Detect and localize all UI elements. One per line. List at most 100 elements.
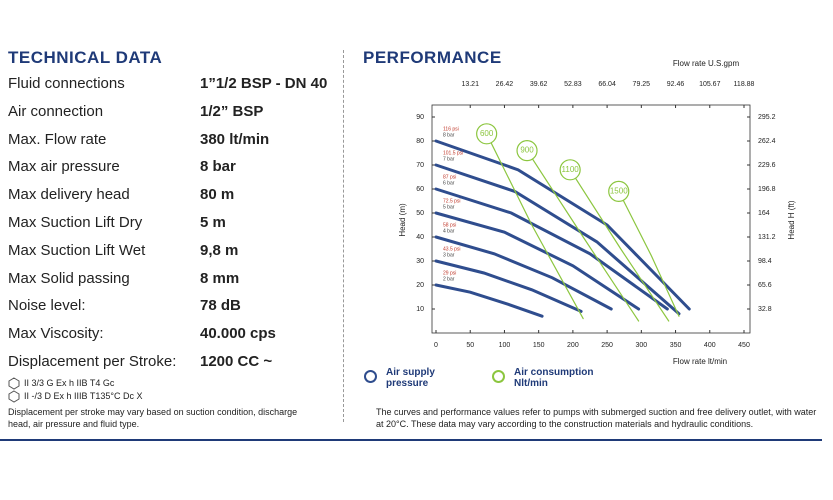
consumption-label: 600 <box>480 129 494 138</box>
spec-label: Max. Flow rate <box>8 130 107 148</box>
spec-label: Max Suction Lift Wet <box>8 241 146 259</box>
x2-tick-label: 105.67 <box>699 81 721 88</box>
y-tick-label: 10 <box>416 306 424 313</box>
spec-label: Max air pressure <box>8 158 120 176</box>
consumption-curve <box>569 169 670 322</box>
x2-tick-label: 13.21 <box>461 81 479 88</box>
spec-label: Max Solid passing <box>8 269 130 287</box>
x-tick-label: 400 <box>704 342 716 349</box>
spec-value: 9,8 m <box>200 241 239 259</box>
plot-frame <box>431 104 751 334</box>
spec-label: Fluid connections <box>8 75 125 92</box>
x2-tick-label: 52.83 <box>564 81 582 88</box>
legend-swatch <box>492 370 505 383</box>
spec-value: 5 m <box>200 214 226 231</box>
x2-axis-label: Flow rate U.S.gpm <box>673 59 740 68</box>
x-tick-label: 50 <box>466 342 474 349</box>
spec-value: 78 dB <box>200 297 241 315</box>
section-title: PERFORMANCE <box>363 48 502 67</box>
pressure-bar: 3 bar <box>443 252 455 258</box>
x-tick-label: 100 <box>499 342 511 349</box>
pressure-bar: 7 bar <box>443 156 455 162</box>
y2-axis-label: Head H (ft) <box>787 200 796 239</box>
y-tick-label: 60 <box>416 186 424 193</box>
x2-tick-label: 79.25 <box>633 81 651 88</box>
y-tick-label: 70 <box>416 162 424 169</box>
consumption-marker <box>559 159 581 181</box>
y2-tick-label: 262.4 <box>758 138 776 145</box>
y2-tick-label: 98.4 <box>758 258 772 265</box>
consumption-curve <box>486 133 584 320</box>
x-tick-label: 0 <box>434 342 438 349</box>
pressure-bar: 5 bar <box>443 204 455 210</box>
note: The curves and performance values refer … <box>376 407 817 429</box>
section-title: TECHNICAL DATA <box>8 48 163 67</box>
y2-tick-label: 229.6 <box>758 162 776 169</box>
consumption-label: 900 <box>520 146 534 155</box>
x2-tick-label: 92.46 <box>667 81 685 88</box>
pressure-psi: 116 psi <box>443 126 459 132</box>
chart: 0 50 100 150 200 250 300 350 400 450 13.21 26.42 39.… <box>398 59 796 366</box>
pressure-curve <box>434 259 583 313</box>
y-axis-label: Head (m) <box>398 203 407 237</box>
legend-label: Air supply pressure <box>386 367 435 389</box>
spec-value: 8 bar <box>200 158 236 176</box>
consumption-curve <box>526 150 640 322</box>
x-tick-label: 450 <box>738 342 750 349</box>
pressure-curve <box>434 187 669 311</box>
y2-tick-label: 196.8 <box>758 186 776 193</box>
spec-value: 1/2” BSP <box>200 102 264 120</box>
x2-tick-label: 26.42 <box>496 81 514 88</box>
spec-value: 1200 CC ~ <box>200 353 273 370</box>
pressure-bar: 2 bar <box>443 276 455 282</box>
rule <box>0 439 822 441</box>
pressure-curve <box>434 163 681 316</box>
spec-label: Noise level: <box>8 297 86 315</box>
consumption-label: 1100 <box>562 165 580 174</box>
spec-label: Max Viscosity: <box>8 325 104 343</box>
legend-swatch <box>364 370 377 383</box>
y2-tick-label: 131.2 <box>758 234 776 241</box>
consumption-label: 1500 <box>610 187 628 196</box>
spec-value: 380 lt/min <box>200 130 270 148</box>
y-tick-label: 20 <box>416 282 424 289</box>
y2-tick-label: 295.2 <box>758 114 776 121</box>
spec-label: Max Suction Lift Dry <box>8 214 143 231</box>
x2-tick-label: 118.88 <box>734 81 755 88</box>
spec-value: 40.000 cps <box>200 325 276 343</box>
y2-tick-label: 32.8 <box>758 306 772 313</box>
pressure-psi: 43.5 psi <box>443 246 461 252</box>
spec-value: 1”1/2 BSP - DN 40 <box>200 75 328 92</box>
note: Displacement per stroke may vary based o… <box>8 407 298 429</box>
x2-tick-label: 39.62 <box>530 81 548 88</box>
pressure-psi: 87 psi <box>443 174 456 180</box>
legend-label: Air consumption Nlt/min <box>514 367 594 389</box>
divider <box>343 50 344 422</box>
y-tick-label: 80 <box>416 138 424 145</box>
y-tick-label: 40 <box>416 234 424 241</box>
spec-label: Max delivery head <box>8 186 130 204</box>
spec-label: Air connection <box>8 102 104 120</box>
x-tick-label: 300 <box>635 342 647 349</box>
y2-tick-label: 164 <box>758 210 770 217</box>
pressure-bar: 6 bar <box>443 180 455 186</box>
consumption-marker <box>608 180 630 202</box>
spec-value: 8 mm <box>200 269 240 287</box>
pressure-psi: 29 psi <box>443 270 456 276</box>
x-tick-label: 150 <box>533 342 545 349</box>
x-tick-label: 250 <box>601 342 613 349</box>
atex-icons <box>8 377 20 403</box>
y-tick-label: 50 <box>416 210 424 217</box>
x-axis-label: Flow rate lt/min <box>673 357 727 366</box>
y-tick-label: 30 <box>416 258 424 265</box>
spec-value: 80 m <box>200 186 235 204</box>
pressure-curve <box>434 283 544 318</box>
atex-line: II -/3 D Ex h IIIB T135°C Dc X <box>24 391 143 401</box>
pressure-bar: 8 bar <box>443 132 455 138</box>
pressure-curve <box>434 139 691 311</box>
pressure-curve <box>434 235 613 311</box>
y-tick-label: 90 <box>416 114 424 121</box>
pressure-psi: 72.5 psi <box>443 198 461 204</box>
x-tick-label: 200 <box>567 342 579 349</box>
